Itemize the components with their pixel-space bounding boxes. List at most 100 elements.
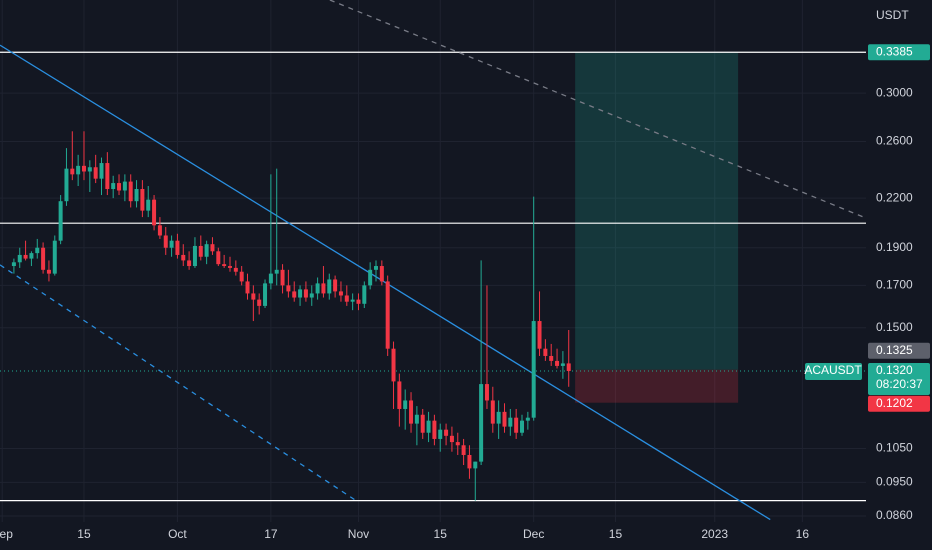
y-tick-label: 0.1900 — [876, 240, 913, 254]
candle-body — [181, 254, 186, 261]
x-tick-label: Dec — [523, 527, 544, 541]
y-tick-label: 0.2200 — [876, 190, 913, 204]
candle-body — [333, 279, 338, 292]
candle-body — [11, 262, 16, 267]
candle-body — [192, 245, 197, 267]
last-price-label: 0.1320 — [876, 363, 913, 377]
candle-body — [239, 271, 244, 282]
candle-body — [222, 264, 227, 267]
candle-body — [257, 299, 262, 306]
candle-body — [117, 183, 122, 191]
candle-body — [298, 289, 303, 298]
trend-line — [0, 44, 771, 521]
candle-body — [403, 400, 408, 409]
x-tick-label: 15 — [77, 527, 91, 541]
symbol-label: ACAUSDT — [804, 363, 862, 377]
candle-body — [58, 201, 63, 241]
candle-body — [373, 266, 378, 270]
candle-body — [321, 283, 326, 294]
candle-body — [525, 417, 530, 421]
candle-body — [409, 400, 414, 424]
candle-body — [204, 244, 209, 257]
candle-body — [163, 235, 168, 248]
candle-body — [81, 165, 86, 172]
last-price-box — [868, 363, 930, 396]
entry-label-box — [868, 342, 930, 359]
candle-body — [537, 321, 542, 349]
candle-body — [152, 199, 157, 226]
y-tick-label: 0.3000 — [876, 85, 913, 99]
x-tick-label: Sep — [0, 527, 13, 541]
candle-body — [520, 420, 525, 433]
y-tick-label: 0.0860 — [876, 508, 913, 522]
y-tick-label: 0.1050 — [876, 441, 913, 455]
y-tick-label: 0.1700 — [876, 278, 913, 292]
trend-line — [329, 0, 866, 219]
candle-body — [233, 267, 238, 272]
candle-body — [344, 295, 349, 302]
candle-body — [391, 348, 396, 382]
y-tick-label: 0.1500 — [876, 320, 913, 334]
x-tick-label: 17 — [264, 527, 278, 541]
y-tick-label: 0.2600 — [876, 134, 913, 148]
candle-body — [327, 279, 332, 294]
candle-body — [543, 348, 548, 356]
candle-body — [280, 269, 285, 286]
x-tick-label: 15 — [609, 527, 623, 541]
target-label: 0.3385 — [876, 44, 913, 58]
candle-body — [157, 225, 162, 236]
loss-zone — [575, 369, 739, 403]
candle-body — [35, 247, 40, 254]
candle-body — [560, 363, 565, 366]
candle-body — [449, 435, 454, 443]
candle-body — [251, 293, 256, 300]
candle-body — [105, 163, 110, 189]
candle-body — [17, 254, 22, 263]
candle-body — [52, 240, 57, 274]
candle-body — [420, 414, 425, 433]
x-tick-label: 2023 — [701, 527, 728, 541]
candle-body — [549, 355, 554, 361]
candle-body — [555, 360, 560, 366]
candle-body — [397, 381, 402, 409]
candle-body — [76, 165, 81, 175]
entry-label: 0.1325 — [876, 343, 913, 357]
candle-body — [286, 285, 291, 292]
x-tick-label: 16 — [796, 527, 810, 541]
candle-body — [414, 414, 419, 424]
candle-body — [315, 283, 320, 294]
countdown: 08:20:37 — [876, 377, 923, 391]
candle-body — [216, 251, 221, 265]
candle-body — [362, 285, 367, 304]
candle-body — [432, 420, 437, 439]
symbol-box — [805, 363, 862, 381]
candle-body — [140, 188, 145, 211]
candle-body — [93, 167, 98, 179]
candle-body — [438, 429, 443, 439]
candle-body — [385, 281, 390, 349]
candle-body — [111, 183, 116, 189]
candle-body — [467, 454, 472, 469]
candle-body — [274, 269, 279, 274]
candle-body — [245, 281, 250, 294]
candle-body — [508, 417, 513, 427]
candle-body — [87, 167, 92, 172]
candle-body — [128, 181, 133, 202]
candle-body — [70, 168, 75, 175]
candle-body — [134, 188, 139, 202]
stop-label: 0.1202 — [876, 396, 913, 410]
candle-body — [531, 321, 536, 418]
candle-body — [146, 199, 151, 211]
candle-body — [99, 163, 104, 179]
plot-area — [0, 0, 866, 522]
candle-body — [175, 240, 180, 255]
candle-body — [41, 247, 46, 270]
y-tick-label: 0.0950 — [876, 475, 913, 489]
candle-body — [268, 273, 273, 284]
candle-body — [303, 289, 308, 298]
currency-label: USDT — [876, 8, 909, 22]
candle-body — [461, 445, 466, 455]
candle-body — [169, 240, 174, 248]
stop-label-box — [868, 395, 930, 412]
